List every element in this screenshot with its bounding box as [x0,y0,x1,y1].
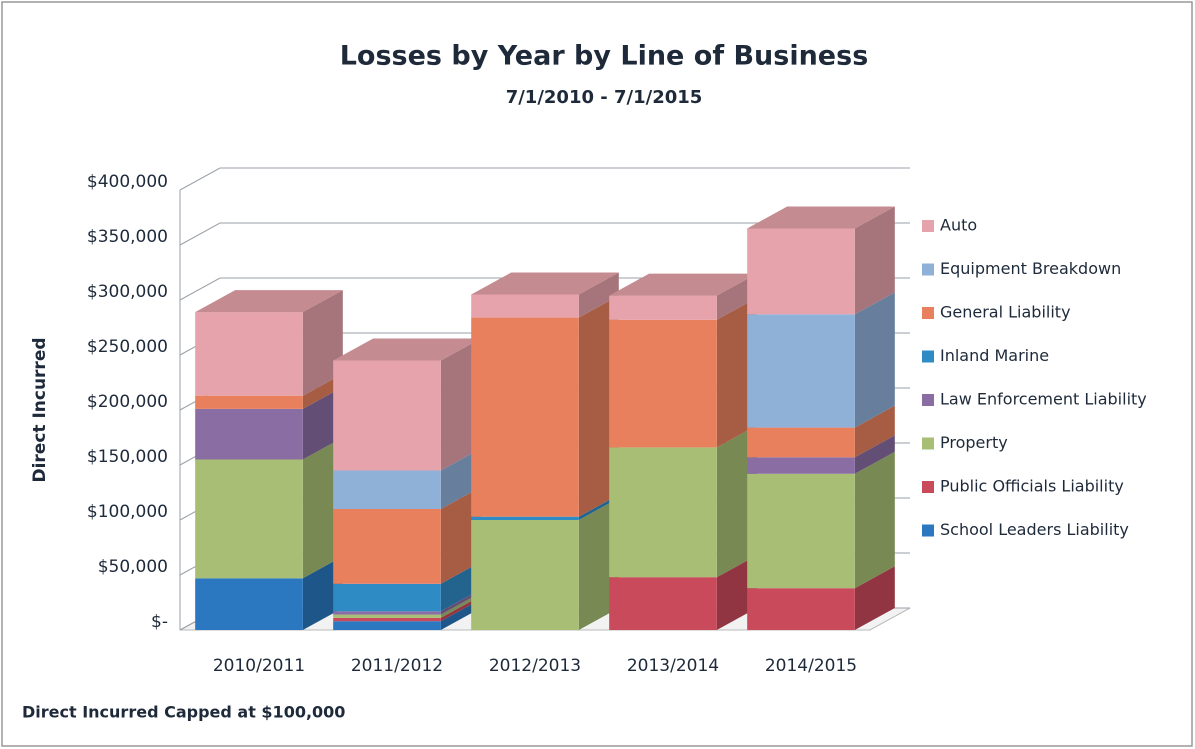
bar [333,360,441,471]
bar [747,588,855,630]
bar-side [854,566,895,630]
bar [609,295,717,320]
bar [195,408,303,460]
bar-side [578,494,619,520]
legend-swatch [922,481,934,493]
y-tick-label: $50,000 [98,557,168,577]
x-tick-label: 2014/2015 [765,656,857,676]
bar [195,459,303,579]
bar [609,319,717,448]
x-tick-label: 2013/2014 [627,656,719,676]
legend-swatch [922,263,934,276]
bar-side [854,451,895,589]
bar-side [440,561,481,612]
bar-side [302,373,343,409]
y-axis-label: Direct Incurred [30,337,50,482]
bar-side [716,273,757,320]
y-tick-label: $300,000 [87,282,168,302]
bar [471,520,579,630]
bar [747,314,855,428]
legend-label: Property [940,433,1008,452]
bar-side [302,386,343,460]
bar [333,470,441,509]
bar [333,509,441,584]
footnote: Direct Incurred Capped at $100,000 [22,703,345,722]
bar-side [854,292,895,428]
legend-label: Inland Marine [940,346,1049,365]
y-tick-label: $150,000 [87,447,168,467]
bar-top [333,338,481,361]
legend-swatch [922,350,934,363]
bar-top [747,206,895,229]
bar-side [440,487,481,584]
bar-top [195,290,343,313]
bar-side [302,437,343,579]
bar-side [578,498,619,630]
bar-side [578,295,619,517]
bar-side [578,272,619,318]
bar [333,621,441,630]
bar [471,294,579,318]
grid-line [179,167,910,191]
legend-swatch [922,220,934,232]
bar-side [440,595,481,622]
bar [747,473,855,589]
bar-top [609,273,757,296]
legend-swatch [922,524,934,537]
bar [471,516,579,520]
bar [747,228,855,315]
y-tick-label: $100,000 [87,502,168,522]
bar [747,457,855,474]
y-tick-label: $350,000 [87,227,168,247]
bar [609,577,717,630]
x-tick-label: 2011/2012 [351,656,443,676]
bar-side [716,425,757,578]
bar [333,617,441,622]
bar [333,614,441,618]
chart-subtitle: 7/1/2010 - 7/1/2015 [506,87,703,108]
bar-side [716,555,757,630]
bar [333,611,441,615]
y-tick-label: $400,000 [87,172,168,192]
bar [195,312,303,396]
bar-side [440,448,481,509]
y-tick-label: $250,000 [87,337,168,357]
bar-side [440,599,481,630]
bar-side [716,297,757,448]
legend-label: Equipment Breakdown [940,259,1121,278]
legend-swatch [922,437,934,450]
legend-label: Public Officials Liability [940,477,1124,496]
bar-side [440,338,481,471]
bar [747,427,855,458]
legend-label: School Leaders Liability [940,520,1129,539]
bar [195,395,303,409]
bar [609,447,717,578]
x-tick-label: 2010/2011 [213,656,305,676]
legend-label: Auto [940,216,977,235]
bar-side [854,435,895,474]
bar-side [854,206,895,315]
y-tick-label: $200,000 [87,392,168,412]
bar-side [440,589,481,615]
chart-title: Losses by Year by Line of Business [340,41,869,72]
grid-line [179,222,910,246]
y-tick-label: $- [151,612,168,632]
bar-top [471,272,619,295]
bar [471,317,579,517]
legend-label: Law Enforcement Liability [940,390,1147,409]
bar-side [854,405,895,458]
bar [195,578,303,630]
legend-swatch [922,307,934,319]
bar-side [302,556,343,630]
x-tick-label: 2012/2013 [489,656,581,676]
legend-label: General Liability [940,303,1071,322]
legend-swatch [922,394,934,406]
bar [333,583,441,612]
bar-side [302,290,343,396]
bar-side [440,592,481,618]
